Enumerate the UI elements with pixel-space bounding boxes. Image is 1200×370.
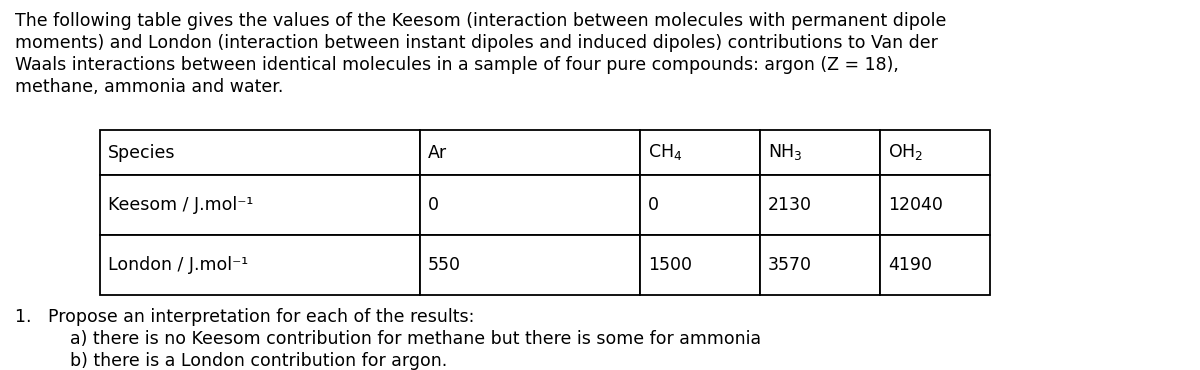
Bar xyxy=(640,130,760,175)
Text: 4190: 4190 xyxy=(888,256,932,274)
Bar xyxy=(420,175,640,235)
Bar xyxy=(100,235,420,295)
Bar xyxy=(640,235,760,295)
Bar xyxy=(420,130,640,175)
Bar xyxy=(760,235,880,295)
Text: 0: 0 xyxy=(428,196,439,214)
Bar xyxy=(100,175,420,235)
Text: 1.   Propose an interpretation for each of the results:: 1. Propose an interpretation for each of… xyxy=(14,308,474,326)
Bar xyxy=(420,235,640,295)
Text: The following table gives the values of the Keesom (interaction between molecule: The following table gives the values of … xyxy=(14,12,947,30)
Text: NH$_3$: NH$_3$ xyxy=(768,142,803,162)
Text: CH$_4$: CH$_4$ xyxy=(648,142,683,162)
Bar xyxy=(100,130,420,175)
Bar xyxy=(880,235,990,295)
Bar xyxy=(880,175,990,235)
Text: 0: 0 xyxy=(648,196,659,214)
Bar xyxy=(760,175,880,235)
Text: moments) and London (interaction between instant dipoles and induced dipoles) co: moments) and London (interaction between… xyxy=(14,34,938,52)
Text: 1500: 1500 xyxy=(648,256,692,274)
Text: Keesom / J.mol⁻¹: Keesom / J.mol⁻¹ xyxy=(108,196,253,214)
Text: London / J.mol⁻¹: London / J.mol⁻¹ xyxy=(108,256,248,274)
Text: Ar: Ar xyxy=(428,144,448,161)
Text: 550: 550 xyxy=(428,256,461,274)
Text: OH$_2$: OH$_2$ xyxy=(888,142,924,162)
Text: b) there is a London contribution for argon.: b) there is a London contribution for ar… xyxy=(14,352,448,370)
Text: Waals interactions between identical molecules in a sample of four pure compound: Waals interactions between identical mol… xyxy=(14,56,899,74)
Text: a) there is no Keesom contribution for methane but there is some for ammonia: a) there is no Keesom contribution for m… xyxy=(14,330,761,348)
Bar xyxy=(760,130,880,175)
Bar xyxy=(880,130,990,175)
Bar xyxy=(640,175,760,235)
Text: methane, ammonia and water.: methane, ammonia and water. xyxy=(14,78,283,96)
Text: 12040: 12040 xyxy=(888,196,943,214)
Text: 2130: 2130 xyxy=(768,196,812,214)
Text: Species: Species xyxy=(108,144,175,161)
Text: 3570: 3570 xyxy=(768,256,812,274)
